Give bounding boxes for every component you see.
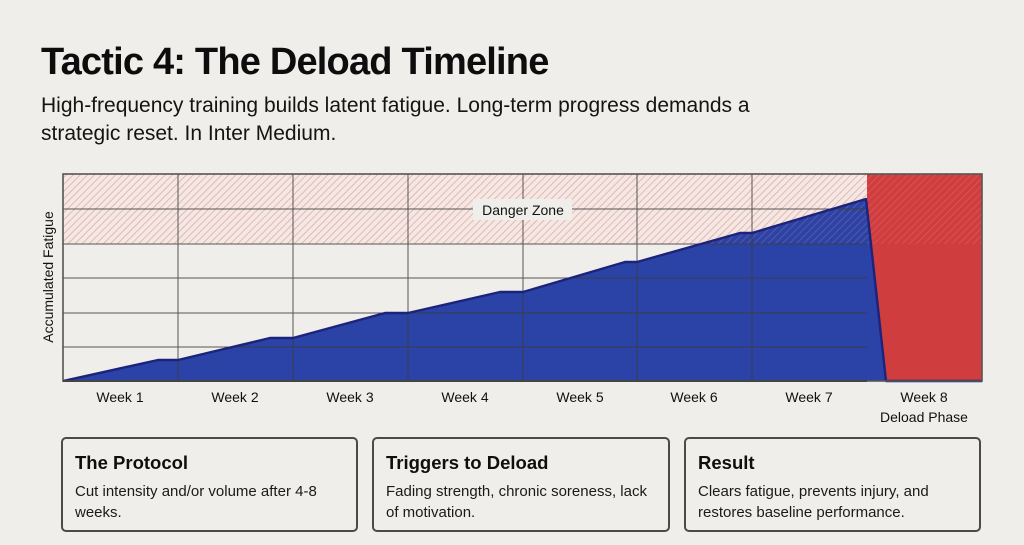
fatigue-chart: Danger Zone Accumulated Fatigue Week 1 W… [40,173,983,425]
x-label-week-8: Week 8 [900,389,947,405]
card-body: Cut intensity and/or volume after 4-8 we… [75,483,317,521]
card-protocol: The Protocol Cut intensity and/or volume… [61,437,358,532]
card-title: Triggers to Deload [386,452,549,473]
card-result: Result Clears fatigue, prevents injury, … [684,437,981,532]
fatigue-area [63,199,886,381]
card-body: Fading strength, chronic soreness, lack … [386,483,647,521]
x-label-week-2: Week 2 [211,389,258,405]
x-axis-labels: Week 1 Week 2 Week 3 Week 4 Week 5 Week … [96,389,968,425]
x-label-week-6: Week 6 [670,389,717,405]
x-label-week-1: Week 1 [96,389,143,405]
svg-text:Danger Zone: Danger Zone [482,202,564,218]
x-label-week-4: Week 4 [441,389,488,405]
card-body: Clears fatigue, prevents injury, and res… [698,483,929,521]
card-title: The Protocol [75,452,189,473]
danger-zone-label: Danger Zone [473,199,572,220]
card-title: Result [698,452,755,473]
x-label-week-7: Week 7 [785,389,832,405]
x-label-deload-phase: Deload Phase [880,409,968,425]
page-subtitle: High-frequency training builds latent fa… [41,94,750,145]
page-title: Tactic 4: The Deload Timeline [41,41,549,83]
grid-lines [63,174,867,381]
y-axis-label: Accumulated Fatigue [40,211,56,343]
card-triggers: Triggers to Deload Fading strength, chro… [372,437,670,532]
x-label-week-3: Week 3 [326,389,373,405]
fatigue-line [62,197,982,383]
x-label-week-5: Week 5 [556,389,603,405]
